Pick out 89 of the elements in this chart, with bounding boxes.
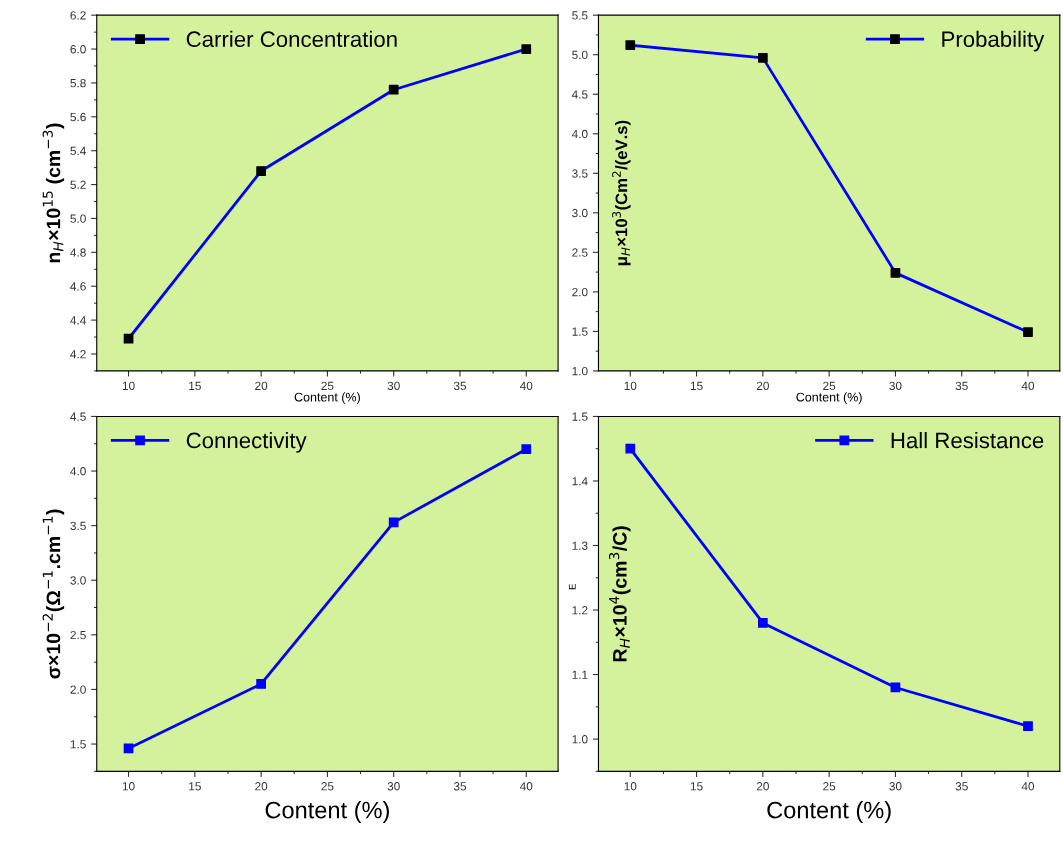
x-tick-label: 20 [255,782,268,791]
y-tick-label: 1.5 [572,327,588,336]
x-tick-label: 25 [823,381,836,391]
x-tick-label: 20 [756,782,769,791]
y-tick-label: 2.0 [70,685,86,694]
y-axis-title: σ×10$^{−2}$(Ω$^{−1}$.cm$^{−1}$) [42,509,65,679]
x-tick-label: 40 [1021,381,1035,391]
y-tick-label: 1.4 [572,477,588,486]
x-tick-label: 15 [189,381,201,391]
y-tick-label: 3.0 [572,208,588,218]
x-tick-label: 10 [624,381,637,391]
y-axis-title: n$_{H}$×10$^{15}$ (cm$^{−3}$) [42,123,65,263]
x-tick-label: 15 [690,782,703,791]
x-tick-label: 40 [519,381,533,391]
y-tick-label: 5.8 [70,78,86,88]
y-tick-label: 5.0 [572,50,588,60]
y-tick-label: 4.0 [70,467,86,476]
y-tick-label: 6.2 [70,11,86,20]
y-tick-label: 1.0 [572,735,588,744]
y-tick-label: 4.0 [571,129,588,139]
y-tick-label: 1.5 [70,740,86,749]
y-tick-label: 4.8 [70,248,86,257]
y-tick-label: 4.2 [70,350,86,359]
x-tick-label: 10 [624,782,637,791]
y-tick-label: 3.5 [572,169,588,178]
y-tick-label: 4.4 [70,316,86,325]
point [757,53,768,63]
y-axis-title: R$_{H}$×10$^{4}$(cm$^{3}$/C) [608,526,631,662]
y-tick-label: 1.3 [572,541,588,550]
x-tick-label: 30 [889,381,902,391]
point [256,166,266,176]
x-axis-title: Content (%) [265,801,389,824]
y-tick-label: 5.5 [572,11,588,20]
y-tick-label: 3.5 [70,521,86,531]
x-tick-label: 10 [122,782,135,791]
legend-label: Probability [942,30,1045,52]
x-tick-label: 15 [690,381,703,391]
x-tick-label: 40 [1021,782,1035,791]
y-tick-label: 2.0 [572,287,588,297]
y-tick-label: 5.4 [70,146,86,156]
point [256,679,266,689]
x-tick-label: 30 [387,782,400,791]
point [890,268,901,278]
point [1023,721,1033,732]
text: E [568,583,576,590]
point [757,618,768,628]
point [123,333,134,344]
point [625,40,636,51]
x-tick-label: 25 [321,381,334,391]
y-tick-label: 4.6 [70,282,86,291]
y-tick-label: 1.2 [572,606,588,615]
legend-label: Hall Resistance [891,432,1044,449]
point [625,443,636,454]
point [521,444,532,455]
y-tick-label: 5.0 [70,214,86,223]
x-tick-label: 10 [122,381,135,391]
x-tick-label: 35 [453,381,467,391]
x-tick-label: 30 [889,782,902,791]
y-tick-label: 4.5 [70,412,86,421]
x-tick-label: 25 [823,782,836,791]
x-axis-title: Content (%) [294,392,360,404]
x-tick-label: 30 [387,381,400,391]
point [521,44,532,54]
legend-label: Carrier Concentration [186,30,397,48]
y-axis-title: μ$_{H}$×10$^{3}$(Cm$^{2}$/(eV.s) [612,120,631,266]
y-tick-label: 3.0 [70,576,86,585]
x-axis-title: Content (%) [796,392,862,404]
point [388,517,399,528]
legend-label: Connectivity [186,432,307,453]
y-tick-label: 4.5 [571,90,588,99]
x-tick-label: 20 [255,381,268,391]
x-tick-label: 15 [189,782,201,791]
x-tick-label: 35 [453,782,467,791]
x-tick-label: 35 [955,782,968,791]
x-tick-label: 25 [321,782,334,791]
y-tick-label: 1.1 [572,670,588,679]
y-tick-label: 5.2 [70,180,86,189]
point [1023,327,1033,338]
x-tick-label: 20 [756,381,769,391]
y-tick-label: 6.0 [70,45,86,54]
point [388,84,399,95]
x-axis-title: Content (%) [767,801,891,824]
y-tick-label: 5.6 [70,112,86,122]
x-tick-label: 35 [955,381,968,391]
y-tick-label: 2.5 [572,248,588,257]
y-tick-label: 1.0 [572,366,588,376]
x-tick-label: 40 [519,782,533,791]
y-tick-label: 2.5 [70,630,86,640]
y-tick-label: 1.5 [572,412,588,421]
